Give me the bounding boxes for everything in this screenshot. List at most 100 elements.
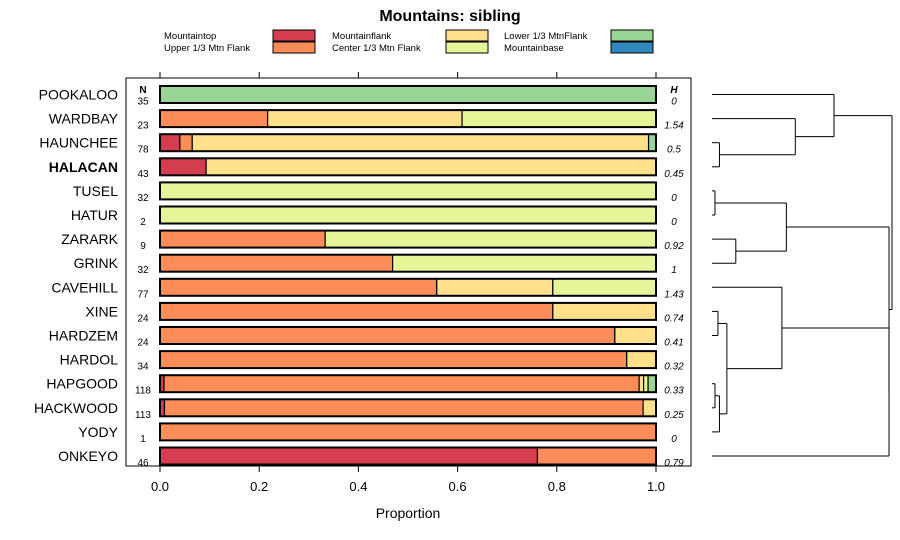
row-label: ZARARK [61,231,118,247]
bar-outline [159,181,657,201]
bar-segment [552,278,657,297]
row-label: XINE [85,303,118,319]
bar-segment [436,278,554,297]
row-n-value: 24 [137,338,149,349]
bar-outline [159,446,657,466]
bar-segment [163,374,640,393]
bar-segment [159,422,657,441]
row-n-value: 32 [137,265,149,276]
bar-outline [159,109,657,129]
dendrogram [712,94,893,457]
bar-segment [163,398,644,417]
bar-outline [159,301,657,321]
row-h-value: 0.33 [664,386,684,397]
bar-segment [159,205,657,225]
row-n-value: 46 [137,458,149,469]
x-tick-label: 1.0 [647,479,665,494]
row-label: HATUR [71,207,118,223]
bar-segment [642,374,649,393]
row-n-value: 118 [135,386,151,397]
plot-frame [125,77,692,467]
bar-outline [159,398,657,418]
row-h-value: 0 [671,434,677,445]
bar-outline [159,326,657,345]
bar-segment [159,326,616,345]
row-h-value: 0 [671,193,677,204]
bars: POOKALOO 35 0 WARDBAY 23 1.54 HAUNCHEE 78 0.5 HAL… [34,85,684,469]
bar-segment [205,157,657,176]
bar-segment [159,278,438,297]
row-n-value: 35 [137,97,149,108]
legend-swatch-0 [272,29,316,42]
row-h-value: 0 [671,217,677,228]
legend-label-2: Mountainflank [332,31,391,42]
row-h-value: 1.43 [664,289,684,300]
bar-segment [159,133,181,152]
bar-outline [159,85,657,104]
row-label: HARDOL [60,352,119,368]
bar-segment [159,181,657,200]
row-n-value: 24 [137,313,149,324]
row-n-value: 1 [140,434,146,445]
x-axis-label: Proportion [376,505,441,521]
row-h-value: 0.74 [664,313,684,324]
legend-swatch-4 [610,29,654,42]
row-n-value: 34 [137,362,149,373]
bar-segment [638,374,645,393]
row-label: WARDBAY [49,111,119,127]
row-h-value: 1 [671,265,677,276]
row-h-value: 0.32 [664,362,684,373]
x-tick-label: 0.6 [449,479,467,494]
bar-outline [159,205,657,225]
bar-segment [552,302,657,321]
n-column-header: N [139,85,146,96]
legend-swatch-1 [272,41,316,54]
bar-outline [159,350,657,370]
row-label: CAVEHILL [51,279,118,295]
bar-segment [159,109,269,128]
row-label: ONKEYO [58,448,118,464]
bar-segment [267,109,463,128]
row-n-value: 23 [137,121,149,132]
row-n-value: 32 [137,193,149,204]
row-h-value: 0 [671,97,677,108]
bar-outline [159,133,657,153]
row-label: TUSEL [73,183,118,199]
chart-title: Mountains: sibling [379,8,520,25]
h-column-header: H [670,85,678,96]
row-h-value: 0.5 [667,145,681,156]
bar-segment [392,254,657,273]
row-label: HARDZEM [49,328,118,344]
legend-swatch-2 [445,29,489,42]
bar-segment [642,398,657,417]
bar-segment [179,133,193,152]
bar-outline [159,229,657,249]
row-n-value: 9 [140,241,146,252]
bar-segment [647,133,657,152]
x-tick-label: 0.4 [349,479,367,494]
bar-outline [159,422,657,442]
bar-outline [159,253,657,273]
row-n-value: 2 [140,217,146,228]
row-n-value: 113 [135,410,151,421]
bar-segment [614,326,657,345]
bar-segment [626,350,657,369]
bar-segment [159,302,554,321]
x-tick-label: 0.0 [151,479,169,494]
bar-segment [159,85,657,104]
legend-swatch-5 [610,41,654,54]
legend-label-4: Lower 1/3 MtnFlank [504,31,588,42]
row-h-value: 1.54 [664,121,684,132]
row-label: POOKALOO [39,87,118,103]
row-label: HAUNCHEE [39,135,118,151]
x-tick-label: 0.2 [250,479,268,494]
row-h-value: 0.25 [664,410,684,421]
row-h-value: 0.45 [664,169,684,180]
row-label: HACKWOOD [34,400,118,416]
bar-segment [159,350,628,369]
row-n-value: 77 [137,289,149,300]
row-h-value: 0.79 [664,458,684,469]
bar-segment [461,109,657,128]
